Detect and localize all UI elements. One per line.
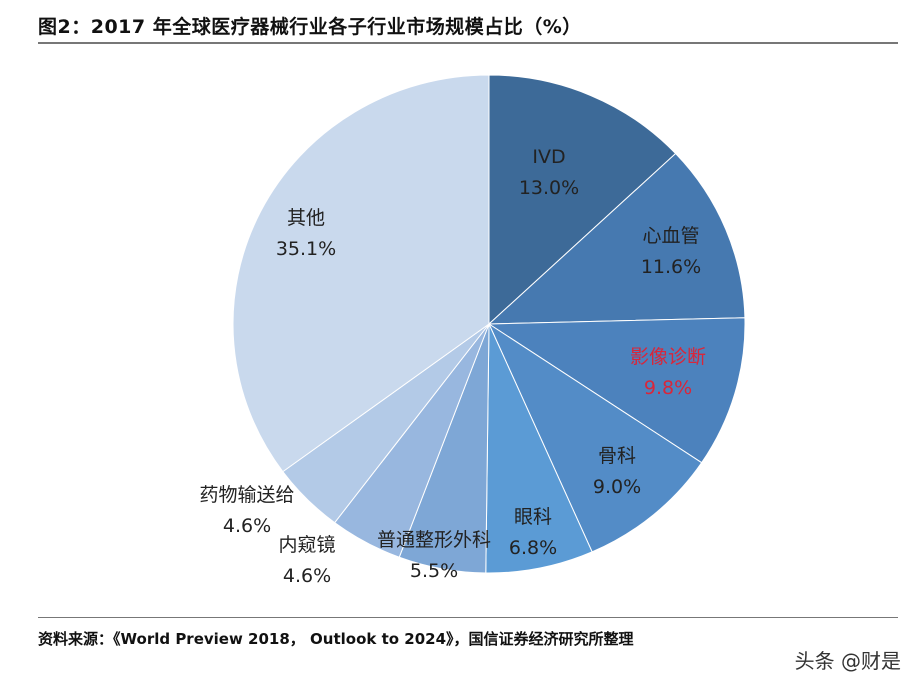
chart-title: 图2：2017 年全球医疗器械行业各子行业市场规模占比（%） [38, 16, 582, 38]
pie-slice-4 [485, 323, 593, 574]
watermark: 头条 @财是 [794, 649, 901, 673]
pie-slice-2 [487, 317, 746, 464]
slice-label-ophthalmology: 眼科 6.8% [508, 506, 558, 559]
source-divider [38, 617, 898, 618]
pie-slice-0 [488, 74, 677, 326]
source-note: 资料来源：《World Preview 2018， Outlook to 202… [38, 630, 634, 648]
slice-label-general-surgery: 普通整形外科 5.5% [376, 529, 492, 582]
slice-label-other: 其他 35.1% [275, 207, 337, 260]
slice-label-ivd: IVD 13.0% [518, 146, 580, 199]
slice-label-drug-delivery: 药物输送给 4.6% [199, 484, 295, 537]
pie-slice-1 [487, 152, 746, 325]
slice-label-orthopedics: 骨科 9.0% [592, 445, 642, 498]
slice-label-endoscopy: 内窥镜 4.6% [278, 534, 336, 587]
title-divider [38, 42, 898, 44]
pie-slice-8 [232, 74, 490, 473]
pie-slice-3 [487, 322, 703, 553]
slice-label-cardiovascular: 心血管 11.6% [640, 225, 702, 278]
slice-label-imaging: 影像诊断 9.8% [629, 346, 707, 399]
